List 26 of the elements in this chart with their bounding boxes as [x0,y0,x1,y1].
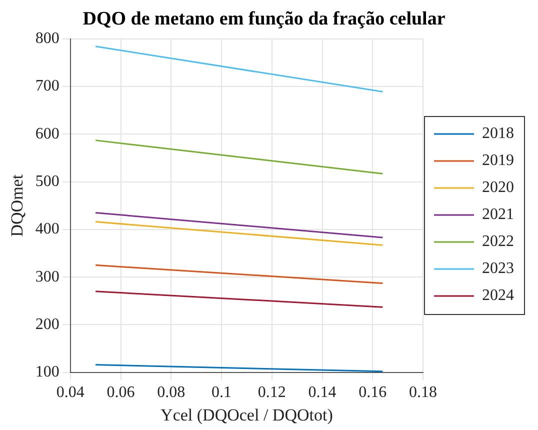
y-tick-label: 300 [35,268,60,286]
y-tick-label: 700 [35,78,60,95]
x-tick-label: 0.16 [358,384,387,402]
y-axis-title: DQOmet [8,174,27,237]
x-tick-label: 0.1 [212,384,232,402]
y-tick-label: 100 [35,364,60,381]
x-tick-label: 0.06 [106,384,135,402]
x-tick-label: 0.08 [157,384,186,402]
y-tick-label: 800 [35,30,60,48]
y-tick-label: 500 [35,172,60,190]
legend-label: 2018 [482,125,514,142]
y-tick-label: 600 [35,125,60,142]
legend-label: 2024 [482,287,514,304]
legend-label: 2023 [482,260,514,278]
x-axis-title: Ycel (DQOcel / DQOtot) [160,405,333,424]
x-tick-label: 0.12 [258,384,286,402]
legend-label: 2020 [482,179,514,196]
x-tick-label: 0.14 [308,384,336,402]
y-tick-label: 200 [35,316,60,333]
x-tick-label: 0.18 [409,384,437,402]
y-tick-label: 400 [35,220,60,238]
legend-label: 2021 [482,206,514,224]
x-tick-label: 0.04 [56,384,84,402]
legend-label: 2019 [482,152,514,170]
legend-label: 2022 [482,233,514,250]
chart-title: DQO de metano em função da fração celular [82,8,446,30]
